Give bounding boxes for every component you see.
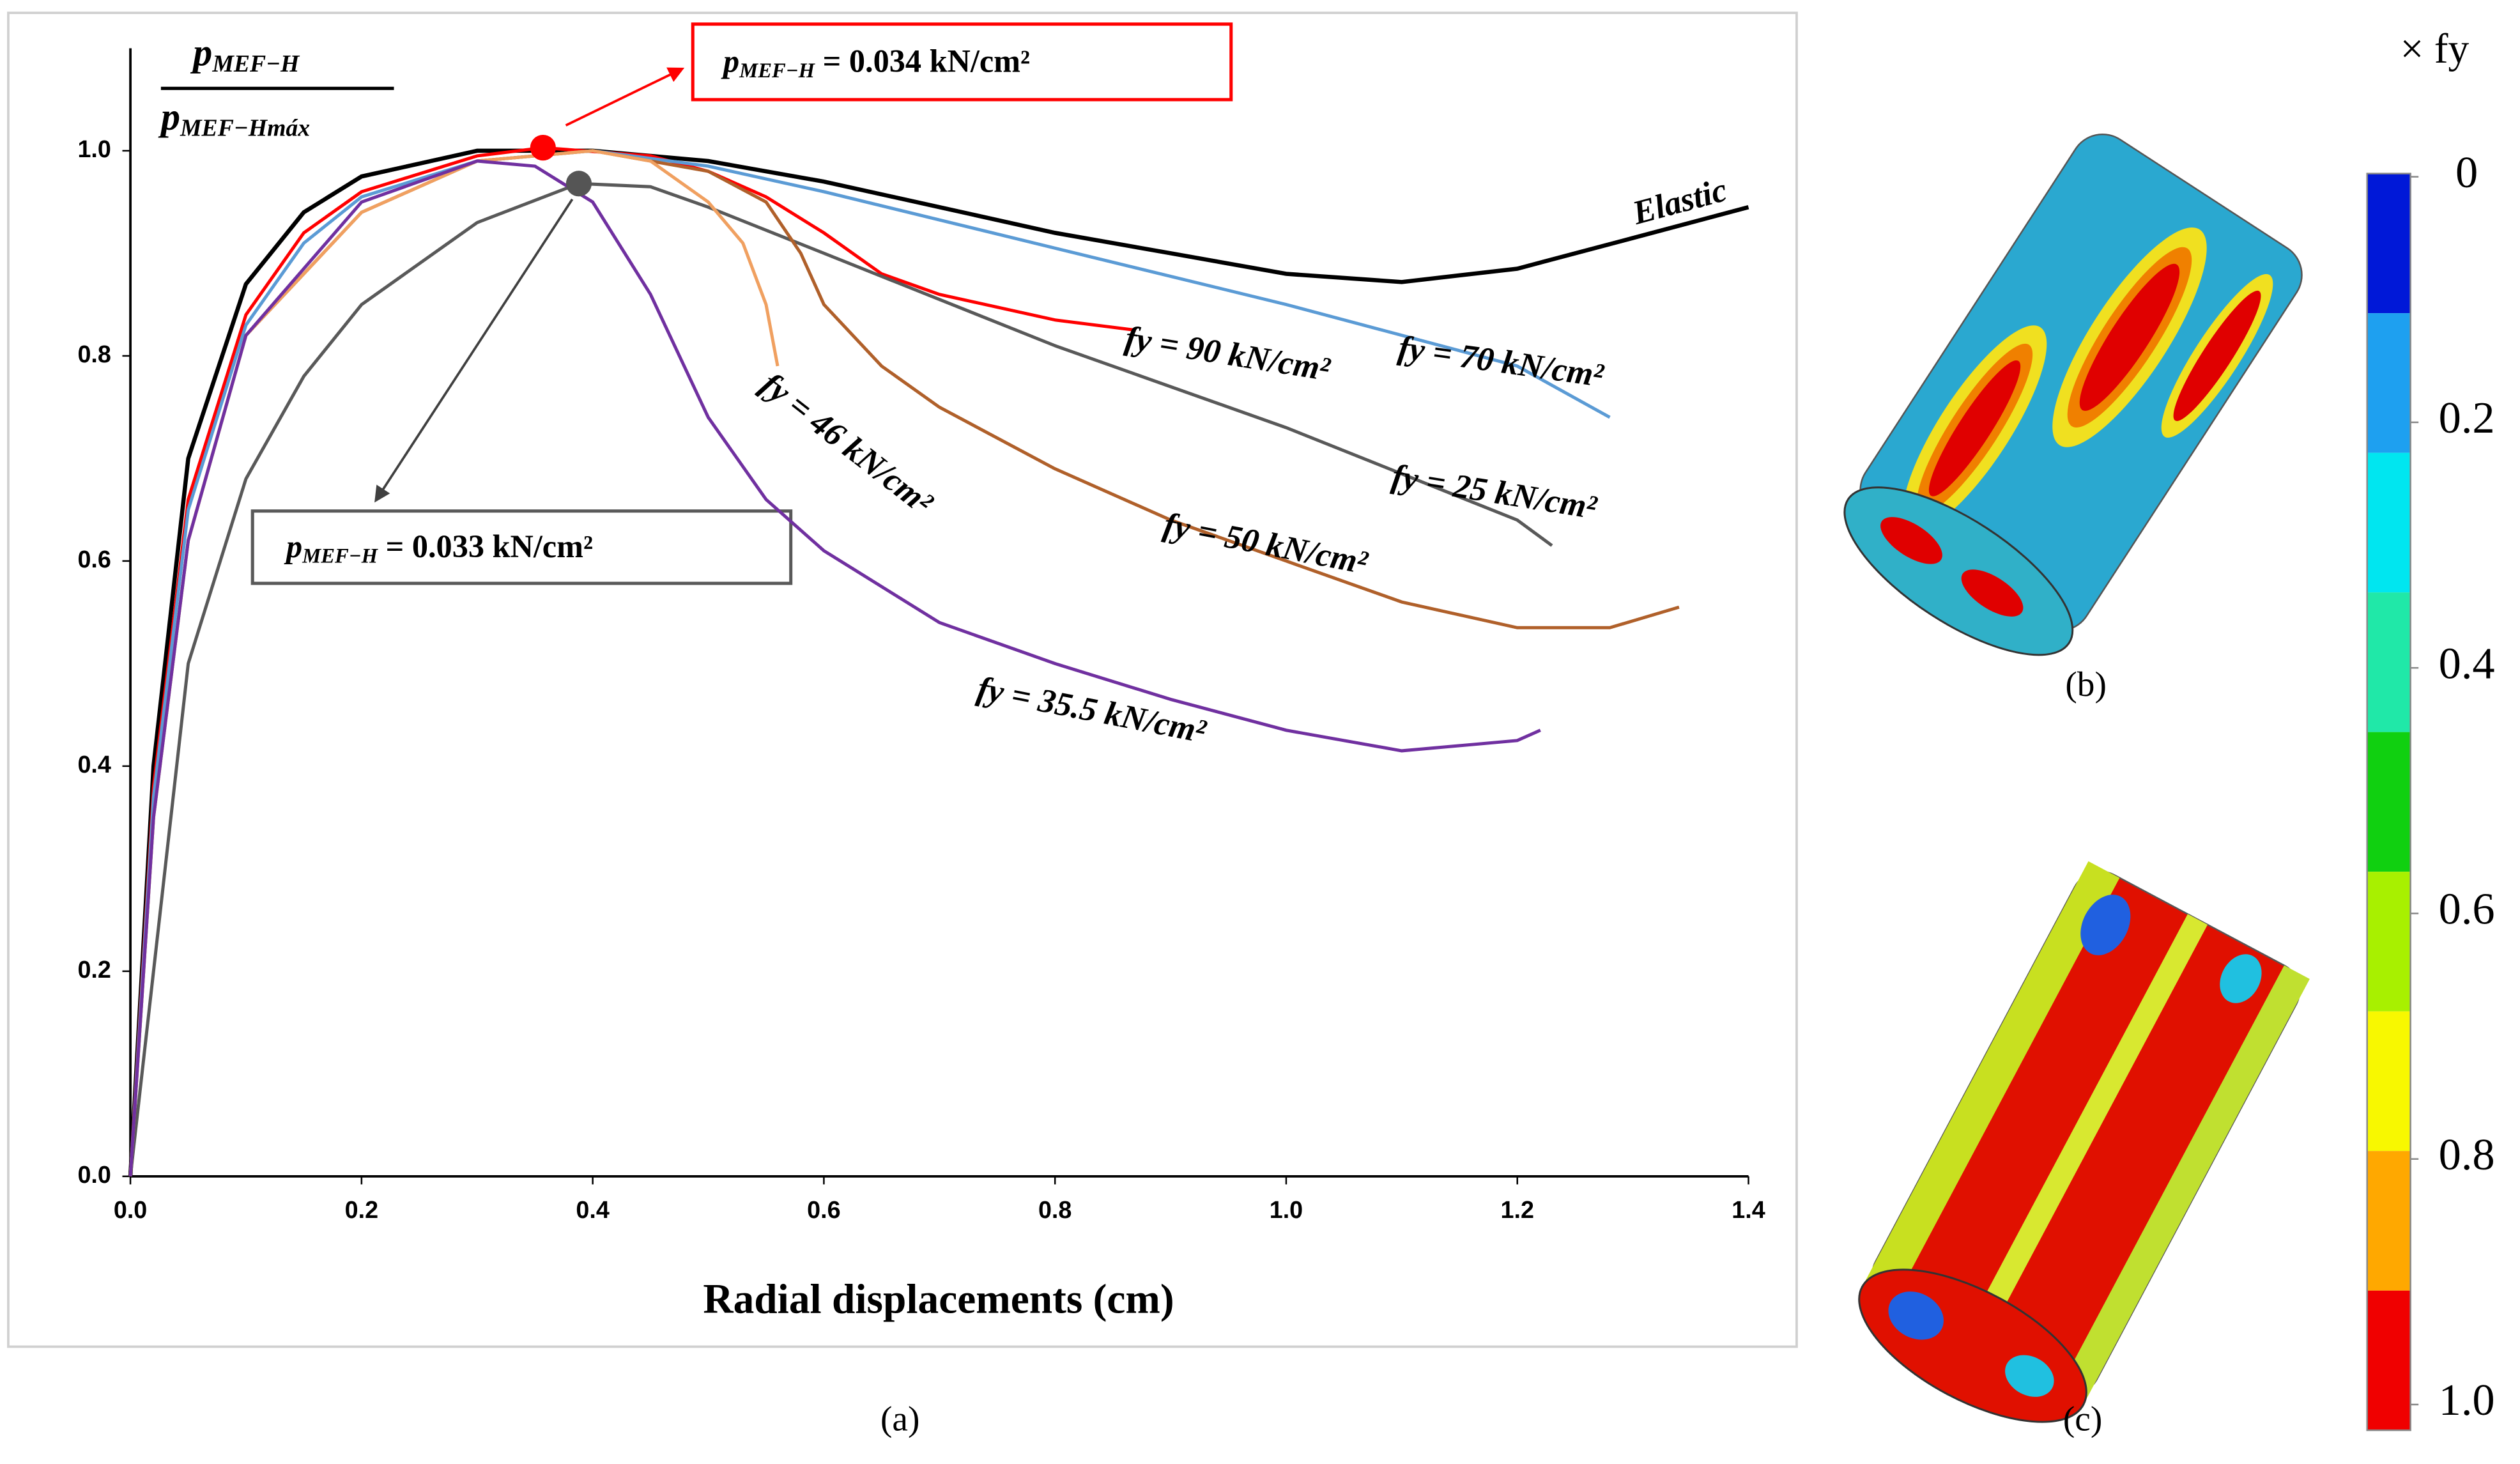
symbol: p [721, 43, 739, 79]
colorbar-band [2367, 313, 2411, 453]
series-label: fy = 90 kN/cm² [1123, 320, 1333, 389]
colorbar-tick-label: 0.4 [2439, 638, 2495, 688]
x-tick-label: 0.2 [345, 1196, 378, 1223]
subscript: MEF−Hmáx [180, 114, 310, 141]
line-series [128, 149, 1611, 1177]
symbol: p [284, 528, 302, 564]
y-tick-label: 0.2 [77, 956, 111, 983]
line-series [128, 146, 1137, 1176]
colorbar-band [2367, 732, 2411, 872]
subscript: MEF−H [302, 544, 378, 567]
colorbar-band [2367, 1151, 2411, 1291]
annotation-text: = 0.034 kN/cm² [815, 43, 1030, 79]
line-series [128, 181, 1553, 1177]
contour-c [1858, 861, 2310, 1423]
y-tick-label: 0.0 [77, 1161, 111, 1188]
y-label-denominator: pMEF−Hmáx [158, 95, 310, 141]
peak-point [530, 135, 556, 161]
x-tick-label: 0.0 [114, 1196, 147, 1223]
line-series [128, 159, 1541, 1177]
series-label: Elastic [1628, 171, 1730, 232]
peak-point [565, 171, 592, 197]
y-axis-label: pMEF−H pMEF−Hmáx [158, 31, 394, 141]
colorbar-band [2367, 872, 2411, 1012]
colorbar-tick-label: 0.6 [2439, 884, 2495, 934]
annotation-box [250, 509, 793, 585]
y-tick-label: 0.6 [77, 546, 111, 573]
colorbar-frame [2366, 173, 2411, 1431]
y-label-numerator: pMEF−H [190, 31, 300, 77]
subscript: MEF−H [739, 59, 815, 82]
x-tick-label: 1.4 [1732, 1196, 1765, 1223]
y-tick-label: 0.4 [77, 751, 111, 778]
plot-frame [7, 12, 1798, 1348]
colorbar-band [2367, 592, 2411, 732]
annotation: pMEF−H = 0.034 kN/cm² [721, 43, 1030, 82]
series-label: fy = 50 kN/cm² [1161, 506, 1371, 582]
symbol: p [190, 31, 212, 74]
contour-b [1843, 133, 2303, 656]
x-tick-label: 1.2 [1501, 1196, 1534, 1223]
x-tick-label: 0.6 [807, 1196, 840, 1223]
series-label: fy = 35.5 kN/cm² [974, 670, 1210, 750]
annotation: pMEF−H = 0.033 kN/cm² [284, 528, 593, 568]
arrow [565, 67, 685, 127]
colorbar-label: × fy [2400, 26, 2469, 72]
colorbar-tick-label: 0.8 [2439, 1130, 2495, 1180]
colorbar-tick-label: 0.2 [2439, 393, 2495, 443]
x-tick-label: 0.4 [576, 1196, 609, 1223]
colorbar-band [2367, 1290, 2411, 1431]
series-label: fy = 25 kN/cm² [1389, 458, 1599, 527]
panel-label: (a) [880, 1399, 919, 1438]
annotation-box [691, 22, 1233, 102]
colorbar-band [2367, 452, 2411, 593]
x-axis-label: Radial displacements (cm) [703, 1277, 1174, 1323]
colorbar-tick-label: 0 [2455, 148, 2478, 197]
colorbar-band [2367, 1011, 2411, 1152]
x-tick-label: 0.8 [1038, 1196, 1072, 1223]
arrow [374, 198, 574, 503]
y-tick-label: 0.8 [77, 341, 111, 367]
series-label: fy = 70 kN/cm² [1396, 329, 1606, 395]
y-tick-label: 1.0 [77, 135, 111, 162]
x-tick-label: 1.0 [1270, 1196, 1303, 1223]
line-series [128, 149, 780, 1177]
symbol: p [158, 95, 180, 138]
panel-label: (b) [2065, 665, 2106, 704]
subscript: MEF−H [211, 50, 300, 77]
panel-label: (c) [2063, 1399, 2102, 1438]
colorbar-tick-label: 1.0 [2439, 1375, 2495, 1425]
annotation-text: = 0.033 kN/cm² [378, 528, 593, 564]
colorbar-band [2367, 173, 2411, 314]
line-series [128, 148, 1749, 1177]
